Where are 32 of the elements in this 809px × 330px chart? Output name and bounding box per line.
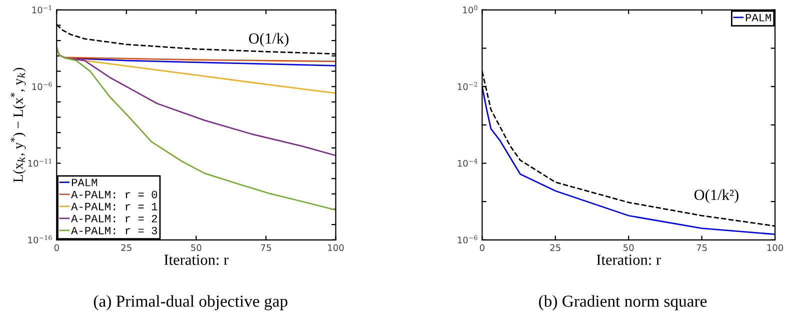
legend-label: A-PALM: r = 3 — [71, 226, 158, 234]
legend-label: PALM — [72, 178, 98, 186]
y-tick-label: 10$^{−6}$ — [32, 82, 52, 90]
x-tick-label: 75 — [696, 244, 707, 252]
text: L(x$_{k}$, y$^{*}$) − L(x$^{*}$, y$_{k}$) — [10, 68, 26, 182]
legend-label: A-PALM: r = 1 — [71, 202, 158, 210]
legend-label: A-PALM: r = 2 — [71, 214, 157, 222]
y-tick-label: 10$^{−16}$ — [28, 235, 52, 244]
annotation: O(1/k²) — [694, 189, 738, 204]
x-tick-label: 25 — [550, 244, 560, 252]
x-tick-label: 0 — [54, 244, 59, 252]
text: (b) Gradient norm square — [539, 295, 707, 310]
y-tick-label: 10$^{−11}$ — [28, 158, 52, 167]
x-axis-title: Iteration: r — [596, 254, 661, 266]
x-tick-label: 25 — [121, 244, 132, 252]
line-series — [56, 47, 336, 211]
y-tick-label: 10$^{−6}$ — [458, 235, 478, 244]
x-tick-label: 100 — [328, 244, 344, 252]
y-tick-label: 10$^{0}$ — [463, 5, 478, 14]
y-tick-label: 10$^{−4}$ — [458, 158, 478, 167]
legend-label: PALM — [746, 14, 771, 22]
x-tick-label: 75 — [260, 244, 271, 252]
annotation: O(1/k) — [249, 32, 288, 47]
x-axis-title: Iteration: r — [164, 254, 228, 266]
text: (a) Primal-dual objective gap — [94, 295, 288, 310]
y-tick-label: 10$^{−1}$ — [32, 5, 52, 14]
legend-label: A-PALM: r = 0 — [71, 190, 158, 198]
y-tick-label: 10$^{−2}$ — [458, 82, 478, 90]
x-tick-label: 50 — [624, 244, 634, 252]
x-tick-label: 0 — [480, 244, 484, 252]
x-tick-label: 100 — [767, 244, 784, 252]
x-tick-label: 50 — [191, 244, 202, 252]
